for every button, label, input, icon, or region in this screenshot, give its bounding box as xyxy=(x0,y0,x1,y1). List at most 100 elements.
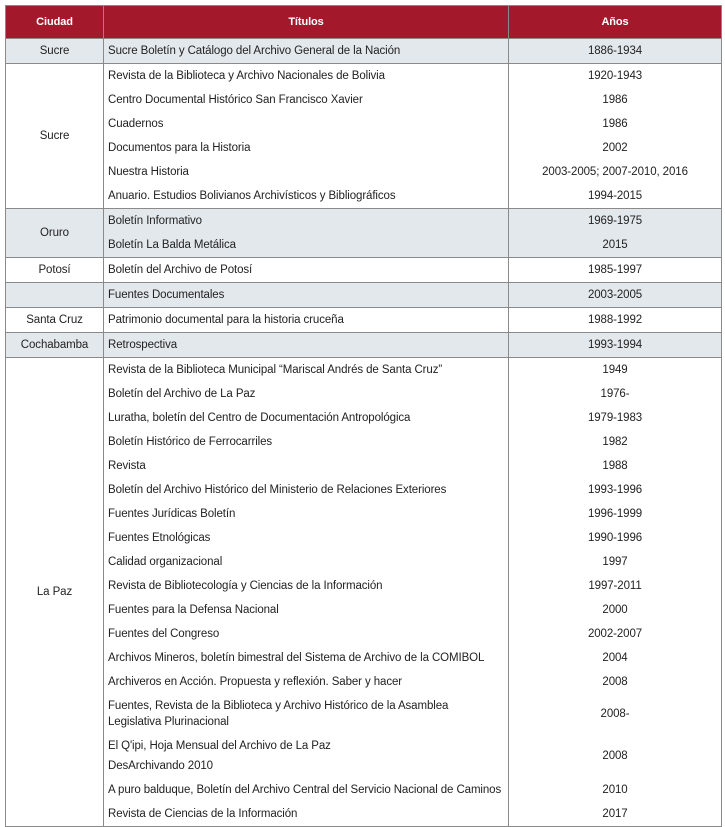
years-cell: 1979-1983 xyxy=(508,406,722,430)
title-text: Luratha, boletín del Centro de Documenta… xyxy=(108,412,411,424)
table-row: Oruro Boletín Informativo 1969-1975 xyxy=(5,208,722,258)
title-cell: Patrimonio documental para la historia c… xyxy=(103,307,509,333)
title-text: Revista de la Biblioteca y Archivo Nacio… xyxy=(108,70,385,82)
table-row: Fuentes para la Defensa Nacional 2000 xyxy=(6,598,722,622)
table-row: La Paz Revista de la Biblioteca Municipal… xyxy=(5,357,722,827)
table-row: Archiveros en Acción. Propuesta y reflex… xyxy=(6,670,722,694)
title-cell: Revista xyxy=(103,454,509,478)
title-cell: Luratha, boletín del Centro de Documenta… xyxy=(103,406,509,430)
title-text: Documentos para la Historia xyxy=(108,142,251,154)
years-cell: 1986 xyxy=(508,112,722,136)
table-row: Revista de Bibliotecología y Ciencias de… xyxy=(6,574,722,598)
table-row: Potosí Boletín del Archivo de Potosí 1985-… xyxy=(5,257,722,283)
title-cell: Boletín La Balda Metálica xyxy=(103,233,509,258)
title-cell: Archivos Mineros, boletín bimestral del … xyxy=(103,646,509,670)
title-text: Patrimonio documental para la historia c… xyxy=(108,314,344,326)
city-cell: Sucre xyxy=(5,63,104,209)
table-row: El Q'ipi, Hoja Mensual del Archivo de La… xyxy=(6,734,722,778)
title-cell: Sucre Boletín y Catálogo del Archivo Gen… xyxy=(103,38,509,64)
title-cell: Anuario. Estudios Bolivianos Archivístic… xyxy=(103,184,509,209)
table-row: Santa Cruz Patrimonio documental para la … xyxy=(5,307,722,333)
column-header: Años xyxy=(508,5,722,39)
years-cell: 1996-1999 xyxy=(508,502,722,526)
table-row: Fuentes, Revista de la Biblioteca y Arch… xyxy=(6,694,722,734)
title-text: Revista de Bibliotecología y Ciencias de… xyxy=(108,580,383,592)
title-cell: Documentos para la Historia xyxy=(103,136,509,160)
years-cell: 1994-2015 xyxy=(508,184,722,209)
table-row: Anuario. Estudios Bolivianos Archivístic… xyxy=(6,184,722,209)
years-cell: 1988 xyxy=(508,454,722,478)
title-text: Centro Documental Histórico San Francisc… xyxy=(108,94,363,106)
table-row: Luratha, boletín del Centro de Documenta… xyxy=(6,406,722,430)
city-cell: Oruro xyxy=(5,208,104,258)
table-row: Sucre Sucre Boletín y Catálogo del Archiv… xyxy=(5,38,722,64)
years-cell: 2008 xyxy=(508,734,722,778)
title-text: DesArchivando 2010 xyxy=(108,760,213,772)
table-row: Fuentes Documentales 2003-2005 xyxy=(5,282,722,308)
title-text: Nuestra Historia xyxy=(108,166,189,178)
table-row: Sucre Revista de la Biblioteca y Archivo … xyxy=(5,63,722,209)
years-cell: 1997 xyxy=(508,550,722,574)
title-cell: Fuentes Etnológicas xyxy=(103,526,509,550)
years-cell: 1969-1975 xyxy=(508,208,722,233)
years-cell: 2015 xyxy=(508,233,722,258)
title-text: Archivos Mineros, boletín bimestral del … xyxy=(108,652,485,664)
city-cell: Santa Cruz xyxy=(5,307,104,333)
title-text: Fuentes Etnológicas xyxy=(108,532,211,544)
title-text: Anuario. Estudios Bolivianos Archivístic… xyxy=(108,190,396,202)
title-cell: Boletín del Archivo de La Paz xyxy=(103,382,509,406)
title-cell: Fuentes para la Defensa Nacional xyxy=(103,598,509,622)
years-cell: 2017 xyxy=(508,802,722,827)
title-text: Revista de Ciencias de la Información xyxy=(108,808,298,820)
title-cell: Boletín del Archivo Histórico del Minist… xyxy=(103,478,509,502)
years-cell: 2003-2005 xyxy=(508,282,722,308)
column-header: Títulos xyxy=(103,5,509,39)
page: {"table": { "headers": ["Ciudad", "Títul… xyxy=(5,5,722,827)
title-cell: Centro Documental Histórico San Francisc… xyxy=(103,88,509,112)
years-cell: 1986 xyxy=(508,88,722,112)
city-cell xyxy=(5,282,104,308)
title-text: Calidad organizacional xyxy=(108,556,223,568)
title-cell: Revista de Ciencias de la Información xyxy=(103,802,509,827)
title-text: El Q'ipi, Hoja Mensual del Archivo de La… xyxy=(108,740,331,752)
table-row: Revista 1988 xyxy=(6,454,722,478)
title-cell: Archiveros en Acción. Propuesta y reflex… xyxy=(103,670,509,694)
years-cell: 2010 xyxy=(508,778,722,802)
title-cell: Revista de Bibliotecología y Ciencias de… xyxy=(103,574,509,598)
title-text: Cuadernos xyxy=(108,118,164,130)
years-cell: 2002 xyxy=(508,136,722,160)
years-cell: 2008- xyxy=(508,694,722,734)
title-text: A puro balduque, Boletín del Archivo Cen… xyxy=(108,784,502,796)
years-cell: 1985-1997 xyxy=(508,257,722,283)
table-body: Sucre Sucre Boletín y Catálogo del Archiv… xyxy=(5,38,722,827)
title-text: Boletín Histórico de Ferrocarriles xyxy=(108,436,273,448)
header-row: Ciudad Títulos Años xyxy=(5,5,722,39)
publications-table: Ciudad Títulos Años Sucre Sucre Boletín y C… xyxy=(5,5,722,827)
title-cell: Fuentes del Congreso xyxy=(103,622,509,646)
title-text: Boletín La Balda Metálica xyxy=(108,239,236,251)
title-cell: Fuentes Documentales xyxy=(103,282,509,308)
title-text: Boletín del Archivo de La Paz xyxy=(108,388,256,400)
title-cell: Boletín Informativo xyxy=(103,208,509,233)
title-cell: Fuentes, Revista de la Biblioteca y Arch… xyxy=(103,694,509,734)
table-row: Revista de Ciencias de la Información 201… xyxy=(6,802,722,827)
title-cell: Revista de la Biblioteca Municipal “Mari… xyxy=(103,357,509,382)
years-cell: 1990-1996 xyxy=(508,526,722,550)
title-text: Revista de la Biblioteca Municipal “Mari… xyxy=(108,364,443,376)
table-row: Boletín del Archivo Histórico del Minist… xyxy=(6,478,722,502)
years-cell: 1949 xyxy=(508,357,722,382)
title-cell: Cuadernos xyxy=(103,112,509,136)
table-row: Documentos para la Historia 2002 xyxy=(6,136,722,160)
years-cell: 1993-1994 xyxy=(508,332,722,358)
title-text: Fuentes Jurídicas Boletín xyxy=(108,508,236,520)
title-text: Boletín del Archivo de Potosí xyxy=(108,264,253,276)
table-row: Fuentes Etnológicas 1990-1996 xyxy=(6,526,722,550)
table-row: Boletín Histórico de Ferrocarriles 1982 xyxy=(6,430,722,454)
years-cell: 1997-2011 xyxy=(508,574,722,598)
title-cell: Boletín Histórico de Ferrocarriles xyxy=(103,430,509,454)
column-header: Ciudad xyxy=(5,5,104,39)
title-cell: Boletín del Archivo de Potosí xyxy=(103,257,509,283)
table-row: Calidad organizacional 1997 xyxy=(6,550,722,574)
title-cell: Retrospectiva xyxy=(103,332,509,358)
years-cell: 1982 xyxy=(508,430,722,454)
